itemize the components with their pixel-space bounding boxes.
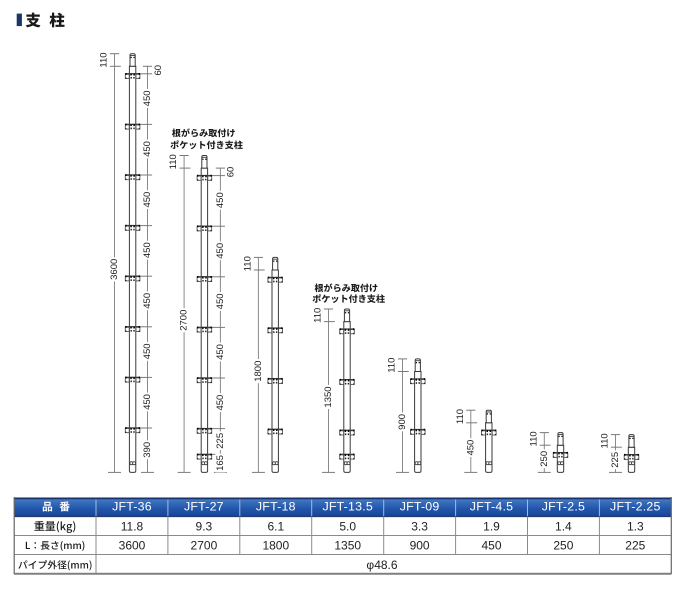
svg-text:450: 450: [142, 90, 153, 106]
svg-text:φ48.6: φ48.6: [366, 558, 397, 572]
svg-text:3.3: 3.3: [411, 520, 428, 534]
svg-text:110: 110: [168, 154, 179, 169]
svg-text:225: 225: [610, 452, 621, 468]
svg-text:1350: 1350: [323, 386, 334, 407]
svg-text:450: 450: [481, 539, 501, 553]
svg-text:JFT-27: JFT-27: [184, 499, 224, 513]
svg-text:900: 900: [410, 539, 430, 553]
svg-text:450: 450: [215, 243, 226, 259]
svg-text:450: 450: [215, 293, 226, 309]
svg-text:JFT-2.25: JFT-2.25: [610, 499, 661, 513]
svg-text:110: 110: [387, 358, 398, 373]
svg-text:1.3: 1.3: [627, 520, 644, 534]
svg-text:JFT-4.5: JFT-4.5: [470, 499, 513, 513]
svg-text:3600: 3600: [119, 539, 146, 553]
svg-text:165: 165: [215, 455, 226, 471]
svg-text:60: 60: [226, 167, 237, 178]
svg-text:1800: 1800: [262, 539, 289, 553]
svg-text:110: 110: [99, 52, 110, 67]
svg-text:250: 250: [553, 539, 573, 553]
svg-text:390: 390: [142, 442, 153, 458]
svg-text:110: 110: [600, 433, 611, 448]
svg-text:9.3: 9.3: [196, 520, 213, 534]
svg-text:450: 450: [215, 395, 226, 411]
svg-text:1350: 1350: [334, 539, 361, 553]
svg-text:250: 250: [539, 451, 550, 467]
svg-text:110: 110: [243, 256, 254, 271]
svg-text:450: 450: [215, 192, 226, 208]
svg-text:225: 225: [625, 539, 645, 553]
svg-text:3600: 3600: [109, 259, 120, 280]
svg-text:450: 450: [142, 141, 153, 157]
svg-text:2700: 2700: [191, 539, 218, 553]
svg-text:11.8: 11.8: [121, 520, 144, 534]
svg-text:JFT-18: JFT-18: [256, 499, 296, 513]
svg-text:450: 450: [142, 343, 153, 359]
svg-text:1800: 1800: [253, 361, 264, 382]
svg-text:1.9: 1.9: [483, 520, 500, 534]
svg-text:JFT-09: JFT-09: [400, 499, 440, 513]
svg-text:110: 110: [528, 431, 539, 446]
svg-text:JFT-2.5: JFT-2.5: [542, 499, 585, 513]
svg-text:JFT-13.5: JFT-13.5: [322, 499, 373, 513]
svg-text:5.0: 5.0: [339, 520, 356, 534]
svg-text:450: 450: [142, 293, 153, 309]
svg-text:450: 450: [142, 192, 153, 208]
svg-text:450: 450: [215, 344, 226, 360]
svg-text:1.4: 1.4: [555, 520, 572, 534]
svg-text:450: 450: [465, 440, 476, 456]
svg-text:110: 110: [455, 409, 466, 424]
svg-text:900: 900: [397, 414, 408, 430]
svg-text:2700: 2700: [179, 310, 190, 331]
svg-text:6.1: 6.1: [267, 520, 284, 534]
svg-text:225: 225: [215, 433, 226, 449]
svg-text:60: 60: [153, 65, 164, 76]
svg-text:450: 450: [142, 242, 153, 258]
svg-text:110: 110: [313, 308, 324, 323]
svg-text:JFT-36: JFT-36: [112, 499, 152, 513]
svg-text:450: 450: [142, 394, 153, 410]
